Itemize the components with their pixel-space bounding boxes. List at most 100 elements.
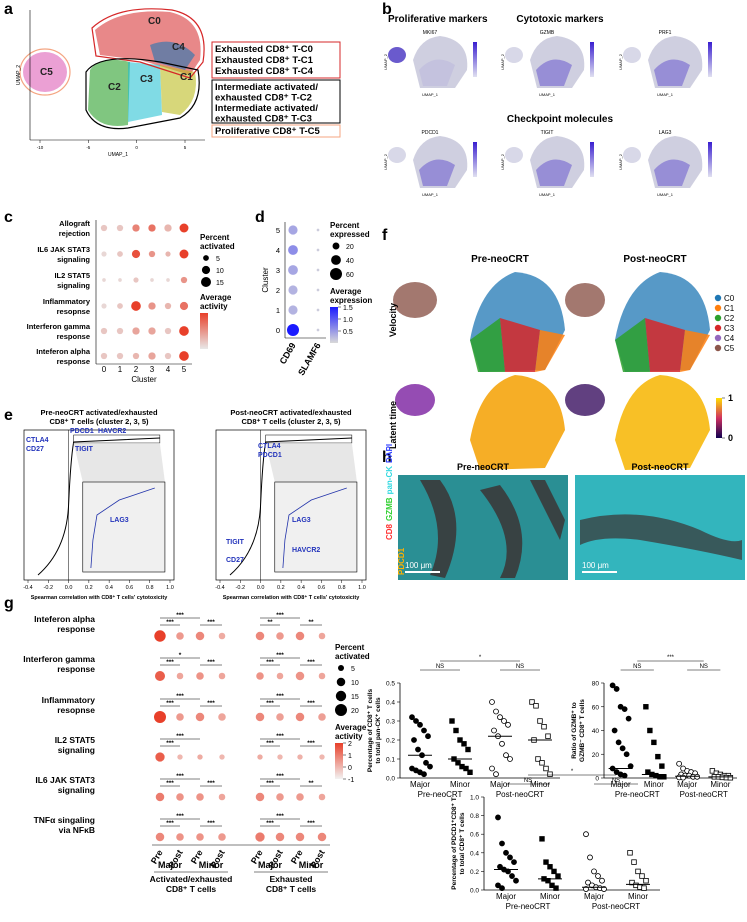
dot (117, 303, 123, 309)
dot (164, 327, 172, 335)
size-key (201, 277, 211, 287)
significance: NS (612, 778, 620, 784)
point (595, 873, 601, 879)
panel-label: b (382, 1, 392, 18)
dot (257, 754, 263, 760)
point (609, 682, 616, 689)
label: Major (158, 860, 183, 870)
point (543, 859, 549, 865)
label: CD27 (226, 557, 244, 564)
y-tick-label: 0 (595, 776, 599, 783)
legend-text: C1 (724, 304, 735, 313)
point (543, 765, 549, 772)
dot (176, 672, 184, 680)
row-label: IL6 JAK STAT3 (37, 245, 90, 254)
point (694, 773, 701, 780)
row-label: TNFα singaling (34, 815, 95, 825)
significance: *** (276, 693, 284, 700)
inset-curve (90, 487, 155, 569)
label: GZMB⁻ CD8⁺ T cells (579, 699, 586, 762)
label: pan-CK (385, 466, 394, 495)
y-tick-label: 0.2 (470, 869, 479, 876)
colorbar (708, 142, 712, 177)
curve (37, 437, 161, 576)
label: Post-neoCRT activated/exhausted (230, 408, 352, 417)
label: HAVCR2 (292, 547, 320, 554)
label: UMAP_2 (383, 153, 388, 170)
dot (179, 301, 189, 311)
cluster-label: C0 (148, 16, 161, 27)
panel-label: c (4, 209, 13, 226)
label: Cluster (131, 375, 157, 384)
x-tick-label: 0.6 (126, 585, 134, 591)
label: CTLA4 (26, 437, 49, 444)
significance: *** (176, 693, 184, 700)
x-tick-label: -0.4 (23, 585, 32, 591)
dot (132, 327, 140, 335)
label: UMAP_2 (618, 53, 623, 70)
point (423, 759, 429, 766)
dot (155, 752, 165, 762)
point (621, 706, 628, 713)
label: Percentage of CD8⁺ T cells (367, 688, 374, 772)
point (583, 831, 589, 838)
size-key (336, 677, 346, 687)
row-label: response (57, 332, 90, 341)
label: Exhausted (270, 874, 313, 884)
group-label: Minor (530, 780, 550, 789)
dot (318, 713, 326, 721)
significance: *** (276, 652, 284, 659)
label: Major (258, 860, 283, 870)
label: Percent (335, 643, 365, 652)
row-label: Inflammatory (42, 695, 96, 705)
dot (100, 327, 108, 335)
dot (255, 792, 265, 802)
label: Average (330, 287, 362, 296)
point (549, 882, 555, 889)
significance: NS (524, 778, 532, 784)
dot (288, 245, 298, 255)
panel-label: f (382, 227, 388, 244)
label: UMAP_1 (422, 92, 439, 97)
microscopy (398, 475, 745, 580)
label: PDCD1 (258, 452, 282, 459)
label: MKI67 (423, 30, 438, 36)
point (547, 771, 553, 777)
dot (276, 632, 284, 640)
significance: *** (166, 740, 174, 747)
row-label: response (57, 664, 95, 674)
significance: *** (166, 659, 174, 666)
column-label: 4 (166, 365, 171, 374)
x-tick-label: 1.0 (166, 585, 174, 591)
row-label: Interferon gamma (27, 322, 91, 331)
label: GZMB (385, 497, 394, 521)
row-label: response (57, 357, 90, 366)
inset (274, 481, 358, 573)
label: 100 μm (582, 561, 609, 570)
column-label: 1 (118, 365, 123, 374)
label: Minor (199, 860, 224, 870)
legend-text: Intermediate activated/ (215, 82, 318, 93)
label: 15 (216, 280, 224, 287)
label: LAG3 (292, 517, 311, 524)
row-label: rejection (59, 229, 91, 238)
point (505, 721, 511, 728)
significance: ** (308, 780, 314, 787)
dot (218, 793, 226, 801)
point (503, 849, 509, 856)
group-label: Major (584, 892, 604, 901)
point (585, 879, 591, 886)
label: UMAP_1 (657, 192, 674, 197)
significance: *** (166, 820, 174, 827)
cluster-label: C5 (40, 67, 53, 78)
label: CTLA4 (258, 443, 281, 450)
point (421, 771, 427, 778)
panel-label: d (255, 209, 265, 226)
label: UMAP_1 (108, 152, 128, 158)
legend-text: exhausted CD8⁺ T-C3 (215, 114, 312, 125)
point (501, 718, 507, 724)
significance: *** (207, 659, 215, 666)
panel-label: e (4, 407, 13, 424)
period-label: Post-neoCRT (592, 902, 640, 911)
label: TIGIT (541, 130, 554, 136)
